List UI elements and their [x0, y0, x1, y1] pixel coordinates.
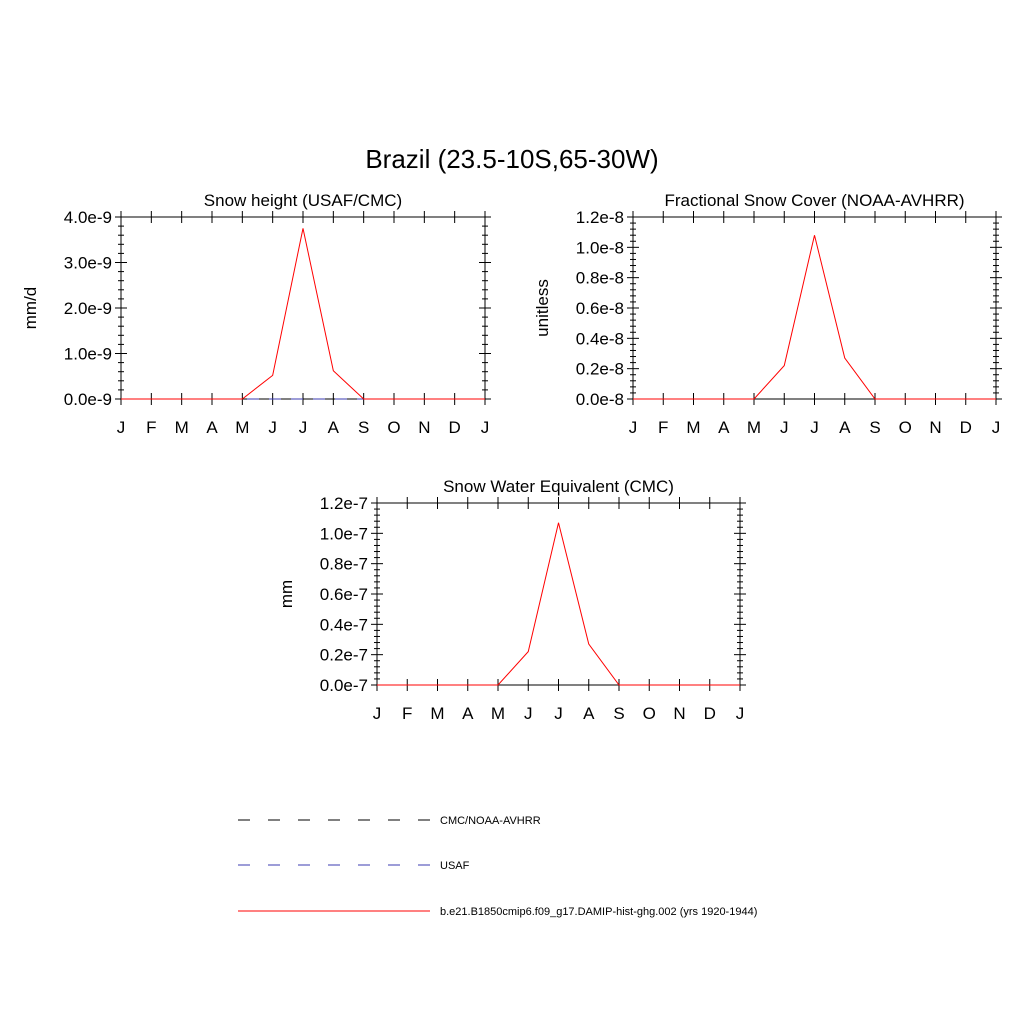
y-tick-label: 1.0e-8 [576, 238, 624, 257]
x-tick-label: M [235, 418, 249, 437]
x-tick-label: A [462, 704, 474, 723]
y-tick-label: 1.0e-9 [64, 345, 112, 364]
figure-title: Brazil (23.5-10S,65-30W) [365, 144, 658, 174]
x-tick-label: S [869, 418, 880, 437]
x-tick-label: D [960, 418, 972, 437]
x-tick-label: J [299, 418, 308, 437]
legend-label-model: b.e21.B1850cmip6.f09_g17.DAMIP-hist-ghg.… [440, 906, 757, 918]
x-tick-label: D [704, 704, 716, 723]
y-tick-label: 0.0e-9 [64, 390, 112, 409]
legend-label-cmc-noaa: CMC/NOAA-AVHRR [440, 815, 541, 827]
x-tick-label: F [402, 704, 412, 723]
y-tick-label: 1.0e-7 [320, 524, 368, 543]
y-tick-label: 0.0e-8 [576, 390, 624, 409]
chart-panel-snow-height-usaf-cmc: Snow height (USAF/CMC) mm/d 0.0e-9 1.0e-9 2.… [21, 191, 491, 437]
x-tick-label: J [736, 704, 745, 723]
legend-entry-model: b.e21.B1850cmip6.f09_g17.DAMIP-hist-ghg.… [238, 906, 757, 918]
x-tick-label: J [268, 418, 277, 437]
y-tick-label: 0.2e-7 [320, 646, 368, 665]
x-tick-label: N [929, 418, 941, 437]
y-tick-label: 0.8e-8 [576, 269, 624, 288]
x-tick-label: O [643, 704, 656, 723]
plot-frame [120, 216, 486, 400]
x-tick-label: J [481, 418, 490, 437]
x-tick-label: A [583, 704, 595, 723]
y-axis-label: unitless [533, 279, 552, 337]
series-line-b-e21-b1850cmip6-f09-g17-damip-hist-ghg-002-yrs-1920-1944 [377, 522, 740, 686]
x-tick-label: J [810, 418, 819, 437]
plot-frame [632, 216, 997, 400]
legend-entry-cmc-noaa: CMC/NOAA-AVHRR [238, 815, 541, 827]
x-tick-label: N [673, 704, 685, 723]
x-tick-label: M [747, 418, 761, 437]
x-tick-label: F [146, 418, 156, 437]
x-tick-label: J [992, 418, 1001, 437]
x-tick-label: F [658, 418, 668, 437]
y-axis-label: mm/d [21, 287, 40, 330]
chart-panel-fractional-snow-cover-noaa-avhrr: Fractional Snow Cover (NOAA-AVHRR) unitle… [533, 191, 1002, 437]
x-tick-label: O [899, 418, 912, 437]
x-tick-label: J [524, 704, 533, 723]
x-tick-label: O [387, 418, 400, 437]
chart-panels: Snow height (USAF/CMC) mm/d 0.0e-9 1.0e-9 2.… [21, 191, 1002, 723]
x-tick-label: D [449, 418, 461, 437]
plot-frame [376, 502, 741, 686]
panel-title: Snow height (USAF/CMC) [204, 191, 402, 210]
panel-title: Fractional Snow Cover (NOAA-AVHRR) [664, 191, 964, 210]
y-tick-label: 0.2e-8 [576, 360, 624, 379]
x-tick-label: J [780, 418, 789, 437]
x-tick-label: J [117, 418, 126, 437]
x-tick-label: A [839, 418, 851, 437]
x-tick-label: A [206, 418, 218, 437]
x-tick-label: N [418, 418, 430, 437]
x-tick-label: J [629, 418, 638, 437]
y-tick-label: 1.2e-7 [320, 494, 368, 513]
legend-label-usaf: USAF [440, 860, 470, 872]
x-tick-label: S [613, 704, 624, 723]
y-tick-label: 4.0e-9 [64, 208, 112, 227]
x-tick-label: A [718, 418, 730, 437]
x-tick-label: M [686, 418, 700, 437]
y-tick-label: 1.2e-8 [576, 208, 624, 227]
panel-title: Snow Water Equivalent (CMC) [443, 477, 674, 496]
x-tick-label: M [430, 704, 444, 723]
legend: CMC/NOAA-AVHRR USAF b.e21.B1850cmip6.f09… [238, 815, 757, 918]
y-tick-label: 2.0e-9 [64, 299, 112, 318]
x-tick-label: M [491, 704, 505, 723]
y-tick-label: 0.0e-7 [320, 676, 368, 695]
x-tick-label: M [175, 418, 189, 437]
x-tick-label: J [373, 704, 382, 723]
y-tick-label: 0.4e-8 [576, 329, 624, 348]
y-tick-label: 0.4e-7 [320, 615, 368, 634]
y-tick-label: 3.0e-9 [64, 254, 112, 273]
x-tick-label: S [358, 418, 369, 437]
y-tick-label: 0.6e-8 [576, 299, 624, 318]
x-tick-label: A [328, 418, 340, 437]
y-axis-label: mm [277, 580, 296, 608]
series-line-b-e21-b1850cmip6-f09-g17-damip-hist-ghg-002-yrs-1920-1944 [633, 235, 996, 400]
series-line-b-e21-b1850cmip6-f09-g17-damip-hist-ghg-002-yrs-1920-1944 [121, 228, 485, 400]
y-tick-label: 0.8e-7 [320, 555, 368, 574]
legend-entry-usaf: USAF [238, 860, 470, 872]
chart-panel-snow-water-equivalent-cmc: Snow Water Equivalent (CMC) mm 0.0e-7 0.2e-… [277, 477, 746, 723]
y-tick-label: 0.6e-7 [320, 585, 368, 604]
x-tick-label: J [554, 704, 563, 723]
